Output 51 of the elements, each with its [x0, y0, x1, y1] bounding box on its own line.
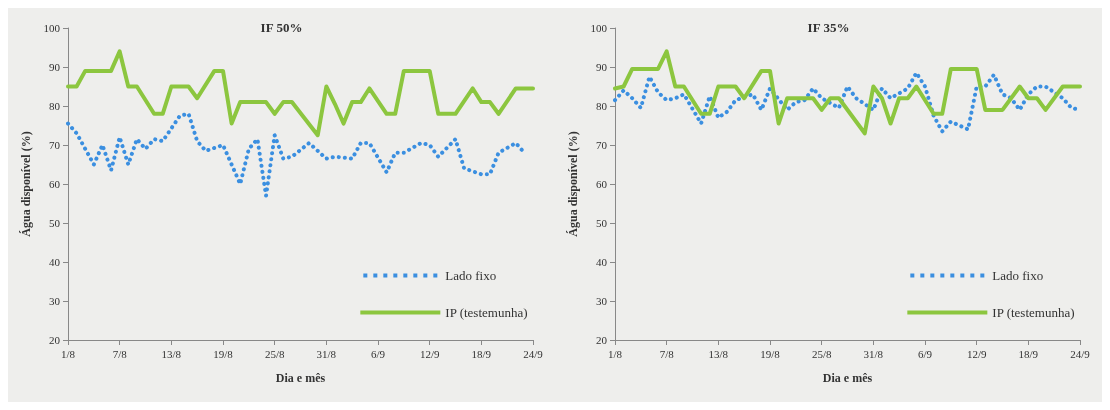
x-tick-label: 1/8 [60, 347, 76, 360]
x-tick-label: 19/8 [213, 347, 234, 360]
y-tick-label: 30 [49, 295, 61, 307]
x-tick-label: 7/8 [112, 347, 128, 360]
y-tick-label: 90 [596, 61, 608, 73]
legend-label: Lado fixo [992, 268, 1044, 283]
y-tick-label: 20 [596, 334, 608, 346]
chart-title: IF 50% [260, 20, 303, 35]
y-tick-label: 40 [49, 256, 61, 268]
x-tick-label: 18/9 [471, 347, 492, 360]
x-tick-label: 1/8 [607, 347, 623, 360]
y-tick-label: 20 [49, 334, 61, 346]
line-series [66, 111, 527, 198]
x-tick-label: 25/8 [264, 347, 285, 360]
y-tick-label: 100 [590, 22, 608, 34]
x-tick-label: 18/9 [1018, 347, 1039, 360]
x-tick-label: 7/8 [659, 347, 675, 360]
chart-title: IF 35% [807, 20, 850, 35]
legend-label: IP (testemunha) [992, 305, 1075, 320]
y-tick-label: 80 [596, 100, 608, 112]
x-tick-label: 25/8 [811, 347, 832, 360]
line-series [66, 49, 535, 138]
y-tick-label: 30 [596, 295, 608, 307]
x-tick-label: 13/8 [708, 347, 729, 360]
y-tick-label: 50 [596, 217, 608, 229]
x-axis-title: Dia e mês [275, 371, 326, 385]
x-tick-label: 24/9 [523, 347, 544, 360]
line-series [613, 49, 1082, 136]
y-tick-label: 80 [49, 100, 61, 112]
legend-label: Lado fixo [445, 268, 497, 283]
x-tick-label: 6/9 [370, 347, 386, 360]
y-axis-title: Água disponível (%) [19, 131, 33, 237]
y-tick-label: 60 [596, 178, 608, 190]
y-tick-label: 50 [49, 217, 61, 229]
y-tick-label: 40 [596, 256, 608, 268]
x-tick-label: 13/8 [161, 347, 182, 360]
x-tick-label: 12/9 [966, 347, 987, 360]
x-tick-label: 24/9 [1070, 347, 1091, 360]
x-tick-label: 31/8 [863, 347, 884, 360]
x-axis-title: Dia e mês [822, 371, 873, 385]
y-tick-label: 70 [49, 139, 61, 151]
y-axis-title: Água disponível (%) [566, 131, 580, 237]
x-tick-label: 12/9 [419, 347, 440, 360]
y-tick-label: 70 [596, 139, 608, 151]
y-tick-label: 100 [43, 22, 61, 34]
y-tick-label: 90 [49, 61, 61, 73]
x-tick-label: 19/8 [760, 347, 781, 360]
legend-label: IP (testemunha) [445, 305, 528, 320]
x-tick-label: 31/8 [316, 347, 337, 360]
x-tick-label: 6/9 [917, 347, 933, 360]
y-tick-label: 60 [49, 178, 61, 190]
